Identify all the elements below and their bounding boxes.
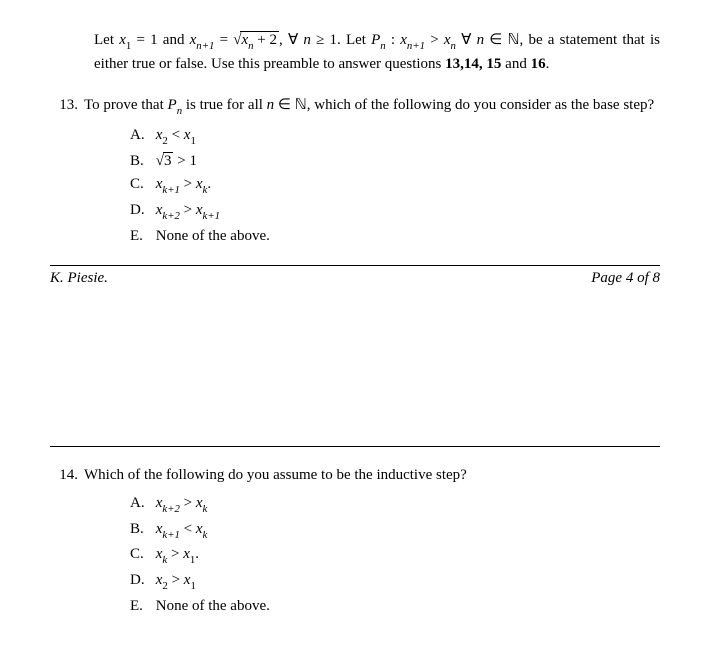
question-number: 14. <box>50 465 84 487</box>
choice-C: C. xk > x1. <box>130 544 660 568</box>
question-text: Which of the following do you assume to … <box>84 465 660 487</box>
question-number: 13. <box>50 95 84 117</box>
choice-A: A. x2 < x1 <box>130 125 660 149</box>
question-14: 14. Which of the following do you assume… <box>50 465 660 617</box>
page-gap <box>50 290 660 430</box>
preamble: Let x1 = 1 and xn+1 = √xn + 2, ∀ n ≥ 1. … <box>94 30 660 75</box>
question-text: To prove that Pn is true for all n ∈ ℕ, … <box>84 95 660 119</box>
divider <box>50 446 660 447</box>
preamble-text: Let x1 = 1 and xn+1 = √xn + 2, ∀ n ≥ 1. … <box>94 32 660 72</box>
choices-13: A. x2 < x1 B. √3 > 1 C. xk+1 > xk. D. xk… <box>130 125 660 247</box>
choice-D: D. xk+2 > xk+1 <box>130 200 660 224</box>
page-footer: K. Piesie. Page 4 of 8 <box>50 268 660 290</box>
choice-A: A. xk+2 > xk <box>130 493 660 517</box>
question-13: 13. To prove that Pn is true for all n ∈… <box>50 95 660 247</box>
choices-14: A. xk+2 > xk B. xk+1 < xk C. xk > x1. D.… <box>130 493 660 617</box>
footer-right: Page 4 of 8 <box>591 268 660 290</box>
footer-left: K. Piesie. <box>50 268 108 290</box>
choice-B: B. xk+1 < xk <box>130 519 660 543</box>
choice-B: B. √3 > 1 <box>130 151 660 173</box>
divider <box>50 265 660 266</box>
choice-D: D. x2 > x1 <box>130 570 660 594</box>
choice-C: C. xk+1 > xk. <box>130 174 660 198</box>
choice-E: E. None of the above. <box>130 596 660 618</box>
choice-E: E. None of the above. <box>130 226 660 248</box>
